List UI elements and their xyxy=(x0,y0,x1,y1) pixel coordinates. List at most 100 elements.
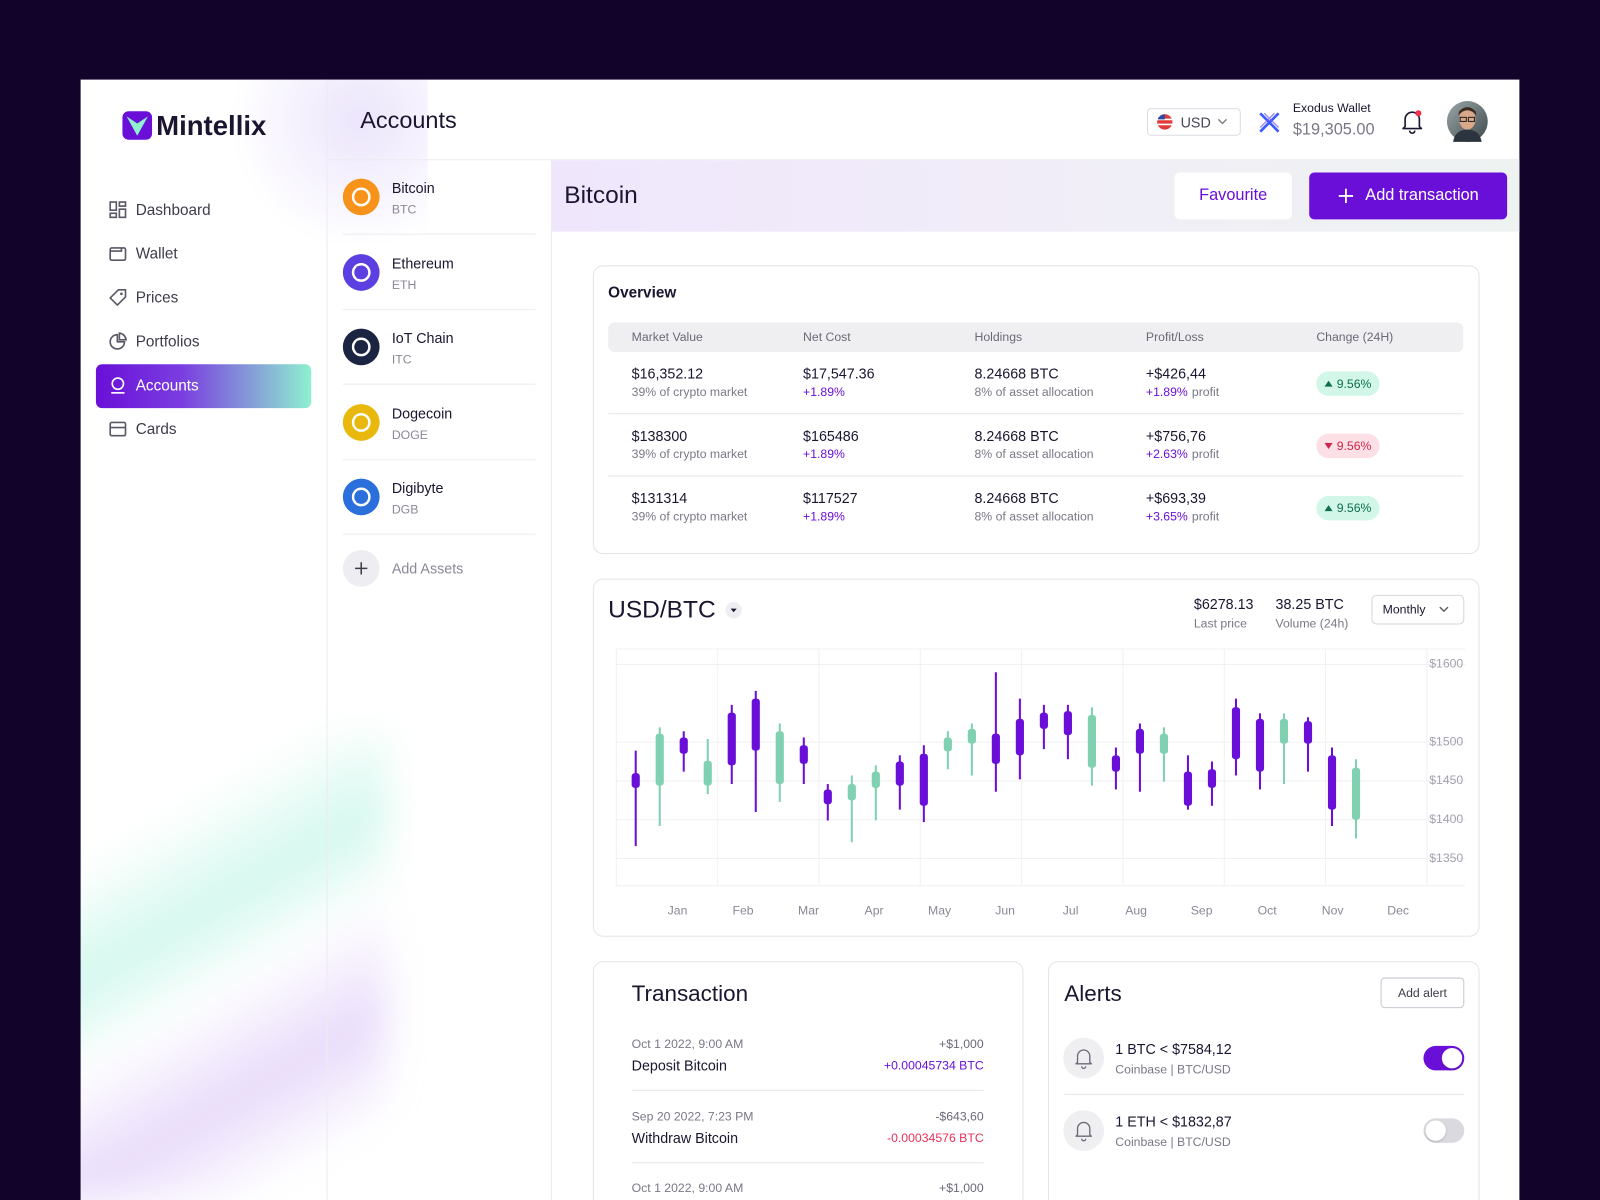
pair-dropdown[interactable] xyxy=(725,602,742,619)
cell: 8.24668 BTC xyxy=(974,489,1059,507)
asset-icon xyxy=(342,253,380,291)
nav-item[interactable]: Prices xyxy=(135,289,179,307)
icon-shape xyxy=(118,332,127,341)
asset-name: IoT Chain xyxy=(391,329,454,346)
alert-source: Coinbase | BTC/USD xyxy=(1115,1062,1231,1077)
asset-symbol: DOGE xyxy=(391,427,428,442)
nav-item[interactable]: Wallet xyxy=(135,245,178,263)
nav-item[interactable]: Accounts xyxy=(135,377,199,395)
asset-separator xyxy=(342,233,536,235)
favourite-button[interactable]: Favourite xyxy=(1174,172,1292,220)
change-value: 9.56% xyxy=(1336,376,1372,391)
icon-shape xyxy=(1324,442,1333,449)
icon-shape xyxy=(1080,1138,1087,1141)
asset-name: Ethereum xyxy=(391,254,454,271)
profit-label: profit xyxy=(1191,446,1220,462)
icon-shape xyxy=(109,333,126,350)
cell-sub: +1.89% xyxy=(803,384,845,399)
cell: $138300 xyxy=(631,427,688,444)
alert-toggle[interactable] xyxy=(1423,1117,1465,1143)
change-badge: 9.56% xyxy=(1316,371,1380,396)
flag-icon xyxy=(1157,114,1173,130)
chevron xyxy=(1439,606,1449,613)
transaction-btc: -0.00034576 BTC xyxy=(887,1130,984,1145)
asset-symbol: ITC xyxy=(391,352,412,367)
icon-shape xyxy=(342,403,380,441)
add-alert-button[interactable]: Add alert xyxy=(1380,977,1465,1009)
alert-source: Coinbase | BTC/USD xyxy=(1115,1134,1231,1149)
icon-shape xyxy=(351,337,371,357)
asset-icon xyxy=(342,478,380,516)
assets-divider xyxy=(551,160,553,1200)
icon-shape xyxy=(109,247,127,262)
notification-bell[interactable] xyxy=(1401,109,1423,134)
nav-item[interactable]: Portfolios xyxy=(135,333,200,351)
icon-shape xyxy=(351,187,371,207)
icon-shape xyxy=(1415,110,1422,117)
icon-shape xyxy=(1453,129,1482,142)
nav-icon xyxy=(109,201,127,219)
alert-separator xyxy=(1064,1093,1465,1095)
transaction-date: Oct 1 2022, 9:00 AM xyxy=(631,1180,744,1195)
change-arrow xyxy=(1324,505,1333,512)
cell: 8.24668 BTC xyxy=(974,427,1059,444)
period-select[interactable] xyxy=(1371,594,1465,625)
main-panel xyxy=(80,79,1520,1200)
nav-item[interactable]: Dashboard xyxy=(135,201,211,219)
icon-shape xyxy=(342,178,380,216)
icon-shape xyxy=(351,262,371,282)
icon-shape xyxy=(1075,1049,1092,1065)
alert-toggle[interactable] xyxy=(1423,1045,1465,1071)
icon-shape xyxy=(110,247,123,252)
currency-select[interactable] xyxy=(1146,108,1241,136)
asset-symbol: ETH xyxy=(391,277,417,292)
nav-active-bg[interactable] xyxy=(95,364,312,409)
icon-shape xyxy=(1324,380,1333,387)
change-value: 9.56% xyxy=(1336,501,1372,516)
asset-icon xyxy=(342,328,380,366)
sidebar-divider xyxy=(326,79,328,1200)
asset-name: Bitcoin xyxy=(391,179,435,196)
asset-icon xyxy=(342,178,380,216)
cell: +$756,76 xyxy=(1145,427,1206,444)
cell-sub: 8% of asset allocation xyxy=(974,509,1094,524)
nav-icon xyxy=(109,247,127,262)
add-asset-button[interactable] xyxy=(342,549,380,587)
icon-shape xyxy=(351,487,371,507)
alerts-card xyxy=(1047,961,1480,1200)
user-avatar[interactable] xyxy=(1446,101,1488,142)
wallet-logo xyxy=(1259,112,1280,133)
chart-card xyxy=(592,578,1480,937)
cell-sub: +1.89% xyxy=(803,509,845,524)
logo-icon xyxy=(122,111,153,140)
header-divider xyxy=(327,159,1520,161)
icon-shape xyxy=(1063,1109,1105,1151)
icon-shape xyxy=(126,116,148,136)
cell: $17,547.36 xyxy=(803,365,875,382)
icon-shape xyxy=(1063,1037,1105,1079)
transaction-card xyxy=(592,961,1024,1200)
cell: +$426,44 xyxy=(1145,365,1206,382)
change-arrow xyxy=(1324,380,1333,387)
icon-shape xyxy=(1259,112,1280,133)
icon-shape xyxy=(355,562,368,575)
icon-shape xyxy=(342,253,380,291)
transaction-btc: +0.00045734 BTC xyxy=(883,1058,984,1073)
cell: $165486 xyxy=(803,427,859,444)
coin-title: Bitcoin xyxy=(564,181,638,210)
add-assets: Add Assets xyxy=(391,560,464,577)
asset-symbol: DGB xyxy=(391,502,419,517)
icon-shape xyxy=(111,377,125,391)
cell-sub: +3.65% profit xyxy=(1145,509,1220,524)
nav-item[interactable]: Cards xyxy=(135,420,177,439)
toggle-knob xyxy=(1425,1119,1446,1141)
sidebar-glow-top xyxy=(203,79,428,243)
transaction-title: Deposit Bitcoin xyxy=(631,1057,727,1074)
column-header: Net Cost xyxy=(803,329,851,344)
change-badge: 9.56% xyxy=(1316,495,1380,521)
icon-shape xyxy=(1458,107,1477,116)
card-title: Overview xyxy=(608,284,677,302)
nav-icon xyxy=(109,288,127,306)
icon-shape xyxy=(118,208,127,219)
icon-shape xyxy=(342,478,380,516)
